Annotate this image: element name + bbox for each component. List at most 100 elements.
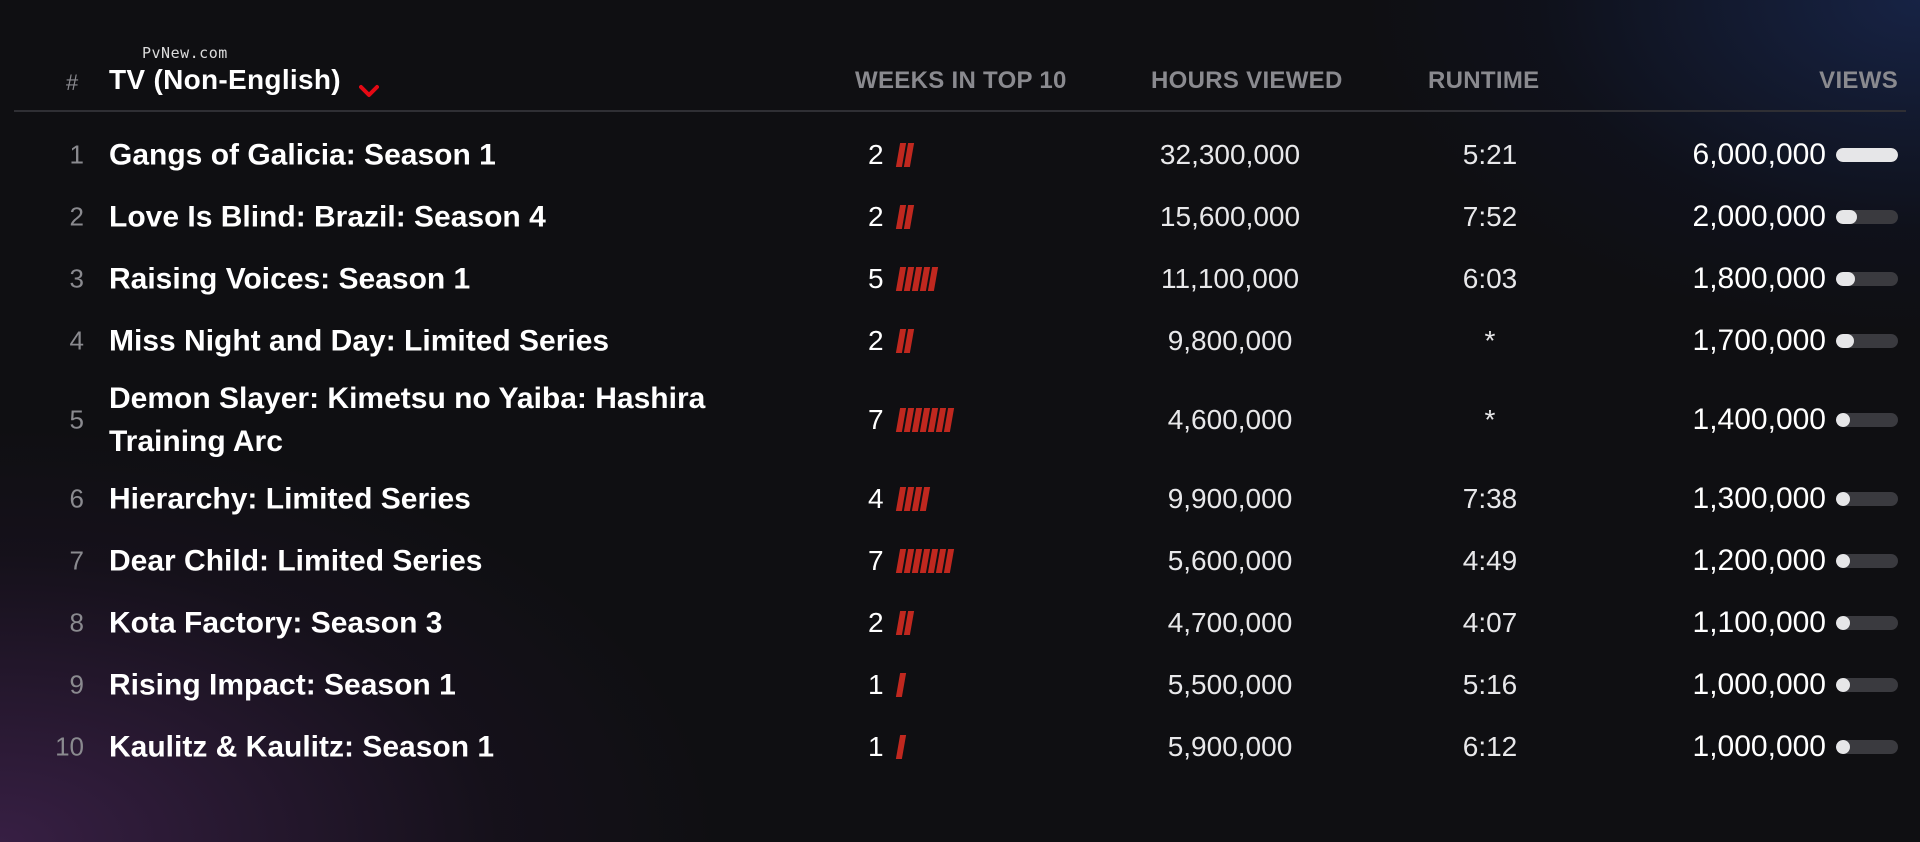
- views-column-header: VIEWS: [1819, 67, 1898, 94]
- views-bar-fill: [1836, 740, 1850, 754]
- weeks-in-top10: 2: [868, 325, 915, 357]
- table-row[interactable]: 7 Dear Child: Limited Series 7 5,600,000 4:4…: [0, 530, 1920, 592]
- table-row[interactable]: 2 Love Is Blind: Brazil: Season 4 2 15,600,…: [0, 186, 1920, 248]
- rank-number: 7: [69, 545, 84, 576]
- show-title[interactable]: Miss Night and Day: Limited Series: [109, 324, 610, 358]
- show-title[interactable]: Demon Slayer: Kimetsu no Yaiba: Hashira …: [109, 382, 706, 458]
- hours-viewed: 5,600,000: [1167, 545, 1293, 576]
- views-bar: [1836, 492, 1898, 506]
- runtime: 6:12: [1462, 731, 1518, 762]
- weeks-ticks: [895, 143, 915, 167]
- table-row[interactable]: 6 Hierarchy: Limited Series 4 9,900,000 7:38…: [0, 468, 1920, 530]
- weeks-ticks: [895, 205, 915, 229]
- views-count: 1,400,000: [1692, 403, 1826, 436]
- weeks-ticks: [895, 487, 931, 511]
- table-row[interactable]: 8 Kota Factory: Season 3 2 4,700,000 4:07 1,1…: [0, 592, 1920, 654]
- show-title[interactable]: Kota Factory: Season 3: [109, 606, 443, 640]
- show-title[interactable]: Dear Child: Limited Series: [109, 544, 483, 578]
- weeks-ticks: [895, 673, 907, 697]
- show-title[interactable]: Kaulitz & Kaulitz: Season 1: [109, 730, 495, 764]
- table-row[interactable]: 4 Miss Night and Day: Limited Series 2 9,80…: [0, 310, 1920, 372]
- table-header: # TV (Non-English) WEEKS IN TOP 10 HOURS…: [0, 0, 1920, 112]
- show-title[interactable]: Rising Impact: Season 1: [109, 668, 456, 702]
- views-count: 1,100,000: [1692, 606, 1826, 639]
- watermark: PvNew.com: [142, 44, 228, 62]
- week-tick: [895, 673, 907, 697]
- runtime: 4:07: [1462, 607, 1518, 638]
- weeks-count: 1: [868, 669, 884, 700]
- show-title[interactable]: Hierarchy: Limited Series: [109, 482, 471, 516]
- weeks-in-top10: 1: [868, 731, 907, 763]
- rank-number: 9: [69, 669, 84, 700]
- weeks-count: 1: [868, 731, 884, 762]
- weeks-count: 4: [868, 483, 884, 514]
- table-row[interactable]: 9 Rising Impact: Season 1 1 5,500,000 5:16 1,…: [0, 654, 1920, 716]
- rank-number: 4: [69, 325, 84, 356]
- table-row[interactable]: 1 Gangs of Galicia: Season 1 2 32,300,000 5:…: [0, 124, 1920, 186]
- views-bar-fill: [1836, 492, 1850, 506]
- views-count: 1,000,000: [1692, 730, 1826, 763]
- weeks-ticks: [895, 408, 955, 432]
- weeks-count: 2: [868, 139, 884, 170]
- weeks-column-header: WEEKS IN TOP 10: [855, 67, 1067, 94]
- runtime: 5:16: [1462, 669, 1518, 700]
- table-row[interactable]: 3 Raising Voices: Season 1 5 11,100,000 6:03…: [0, 248, 1920, 310]
- weeks-count: 7: [868, 545, 884, 576]
- rank-number: 5: [69, 404, 84, 435]
- views-bar: [1836, 334, 1898, 348]
- hours-viewed: 15,600,000: [1159, 201, 1301, 232]
- runtime: 4:49: [1462, 545, 1518, 576]
- weeks-in-top10: 2: [868, 139, 915, 171]
- views-bar: [1836, 148, 1898, 162]
- hours-viewed: 4,600,000: [1167, 404, 1293, 435]
- show-title[interactable]: Love Is Blind: Brazil: Season 4: [109, 200, 546, 234]
- views-bar: [1836, 272, 1898, 286]
- views-count: 6,000,000: [1692, 138, 1826, 171]
- weeks-ticks: [895, 549, 955, 573]
- views-bar: [1836, 678, 1898, 692]
- category-dropdown[interactable]: TV (Non-English): [109, 64, 379, 97]
- weeks-count: 2: [868, 325, 884, 356]
- runtime-column-header: RUNTIME: [1428, 67, 1540, 94]
- chevron-down-icon[interactable]: [358, 73, 379, 97]
- runtime: *: [1484, 325, 1496, 356]
- views-bar-fill: [1836, 616, 1850, 630]
- show-title[interactable]: Gangs of Galicia: Season 1: [109, 138, 496, 172]
- week-tick: [895, 735, 907, 759]
- runtime: 6:03: [1462, 263, 1518, 294]
- weeks-count: 7: [868, 404, 884, 435]
- weeks-ticks: [895, 267, 939, 291]
- weeks-count: 5: [868, 263, 884, 294]
- hours-viewed: 32,300,000: [1159, 139, 1301, 170]
- table-row[interactable]: 5 Demon Slayer: Kimetsu no Yaiba: Hashira…: [0, 372, 1920, 468]
- views-count: 1,000,000: [1692, 668, 1826, 701]
- weeks-count: 2: [868, 607, 884, 638]
- weeks-in-top10: 7: [868, 545, 955, 577]
- views-count: 1,200,000: [1692, 544, 1826, 577]
- weeks-in-top10: 4: [868, 483, 931, 515]
- rank-number: 3: [69, 263, 84, 294]
- rank-number: 1: [69, 139, 84, 170]
- hours-viewed: 5,900,000: [1167, 731, 1293, 762]
- views-bar-fill: [1836, 554, 1850, 568]
- hours-viewed: 5,500,000: [1167, 669, 1293, 700]
- runtime: 7:38: [1462, 483, 1518, 514]
- header-divider: [14, 110, 1906, 112]
- views-bar-fill: [1836, 678, 1850, 692]
- weeks-ticks: [895, 735, 907, 759]
- runtime: *: [1484, 404, 1496, 435]
- views-bar: [1836, 413, 1898, 427]
- views-bar-fill: [1836, 148, 1898, 162]
- views-bar: [1836, 616, 1898, 630]
- hours-viewed: 4,700,000: [1167, 607, 1293, 638]
- weeks-count: 2: [868, 201, 884, 232]
- views-bar-fill: [1836, 210, 1857, 224]
- views-bar-fill: [1836, 413, 1851, 427]
- hours-viewed: 9,900,000: [1167, 483, 1293, 514]
- show-title[interactable]: Raising Voices: Season 1: [109, 262, 471, 296]
- weeks-ticks: [895, 329, 915, 353]
- table-row[interactable]: 10 Kaulitz & Kaulitz: Season 1 1 5,900,000 6…: [0, 716, 1920, 778]
- runtime: 7:52: [1462, 201, 1518, 232]
- runtime: 5:21: [1462, 139, 1518, 170]
- category-label: TV (Non-English): [109, 64, 341, 95]
